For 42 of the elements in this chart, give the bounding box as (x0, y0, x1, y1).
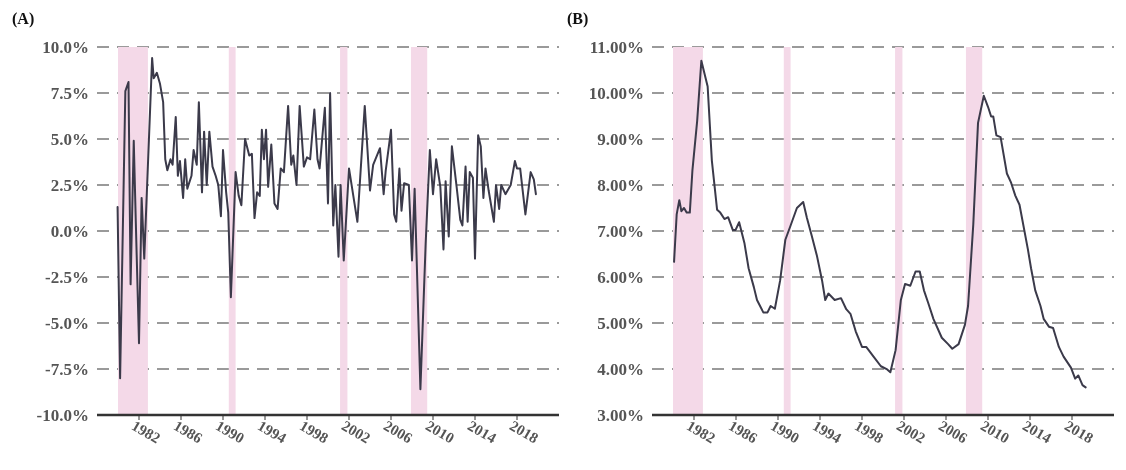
y-tick-label: -5.0% (45, 314, 89, 334)
x-tick-label: 1994 (810, 417, 845, 447)
x-tick-label: 1986 (171, 417, 206, 447)
y-tick-label: 3.00% (597, 406, 644, 426)
y-tick-label: 4.00% (597, 360, 644, 380)
y-tick-label: 0.0% (50, 222, 89, 242)
x-tick-label: 1998 (297, 417, 332, 447)
x-tick-label: 1990 (768, 417, 803, 447)
x-tick-label: 1982 (129, 417, 164, 447)
x-tick-label: 2018 (1062, 417, 1097, 447)
x-tick-label: 2014 (465, 417, 500, 447)
chart-title: (A) (12, 10, 35, 28)
x-tick-label: 2006 (936, 417, 971, 447)
y-tick-label: 7.5% (50, 84, 89, 104)
y-tick-label: 11.00% (589, 38, 644, 58)
x-tick-label: 1982 (684, 417, 719, 447)
y-tick-label: -2.5% (45, 268, 89, 288)
x-tick-label: 2014 (1020, 417, 1055, 447)
y-tick-label: 6.00% (597, 268, 644, 288)
line-series (673, 59, 1087, 389)
chart-title: (B) (567, 10, 589, 28)
y-tick-label: 10.00% (588, 84, 644, 104)
x-tick-label: 2006 (381, 417, 416, 447)
x-tick-label: 1998 (852, 417, 887, 447)
y-tick-label: 5.0% (50, 130, 89, 150)
x-tick-label: 2010 (978, 417, 1013, 447)
y-tick-label: 2.5% (50, 176, 89, 196)
x-tick-label: 2002 (339, 417, 374, 447)
x-tick-label: 1986 (726, 417, 761, 447)
x-tick-label: 2010 (423, 417, 458, 447)
y-tick-label: 10.0% (42, 38, 89, 58)
y-tick-label: 9.00% (597, 130, 644, 150)
x-tick-label: 1994 (255, 417, 290, 447)
x-tick-label: 2002 (894, 417, 929, 447)
y-tick-label: 7.00% (597, 222, 644, 242)
y-tick-label: -10.0% (36, 406, 89, 426)
x-tick-label: 1990 (213, 417, 248, 447)
y-tick-label: -7.5% (45, 360, 89, 380)
line-series (116, 57, 537, 391)
x-tick-label: 2018 (507, 417, 542, 447)
y-tick-label: 8.00% (597, 176, 644, 196)
y-tick-label: 5.00% (597, 314, 644, 334)
